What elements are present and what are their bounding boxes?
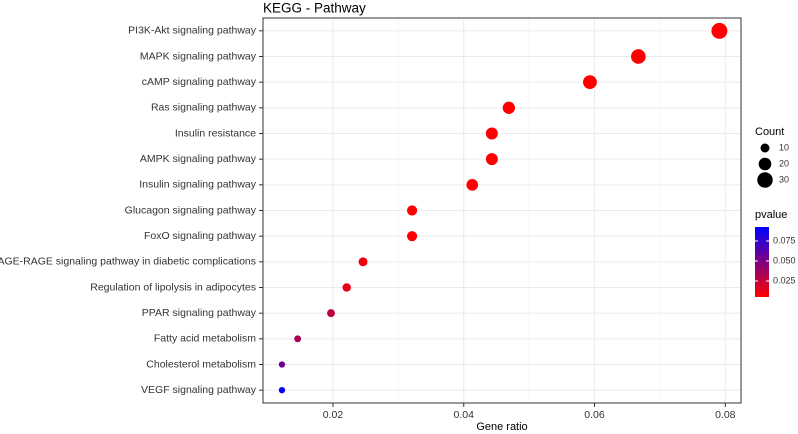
- y-tick-label: AGE-RAGE signaling pathway in diabetic c…: [0, 256, 256, 268]
- dot: [711, 22, 728, 39]
- y-tick-label: MAPK signaling pathway: [140, 50, 257, 62]
- color-legend-label: 0.075: [773, 235, 796, 245]
- size-legend-label: 10: [779, 142, 789, 152]
- y-tick-label: cAMP signaling pathway: [142, 76, 257, 88]
- y-tick-label: PPAR signaling pathway: [142, 307, 257, 319]
- y-tick-label: Insulin signaling pathway: [139, 179, 256, 191]
- y-tick-label: Insulin resistance: [175, 127, 256, 139]
- dot: [327, 309, 335, 318]
- x-tick-label: 0.02: [323, 409, 344, 421]
- dot: [278, 361, 286, 368]
- color-legend-label: 0.050: [773, 255, 796, 265]
- dot: [294, 335, 302, 343]
- size-legend-label: 30: [779, 174, 789, 184]
- dot: [485, 153, 498, 166]
- color-legend-title: pvalue: [755, 209, 787, 221]
- y-tick-label: Ras signaling pathway: [151, 102, 257, 114]
- size-legend-dot: [757, 172, 773, 188]
- dot: [407, 205, 418, 216]
- chart-title: KEGG - Pathway: [263, 1, 366, 16]
- plot-border: [262, 17, 742, 404]
- y-tick-label: AMPK signaling pathway: [140, 153, 257, 165]
- y-tick-label: Glucagon signaling pathway: [125, 204, 257, 216]
- y-tick-label: PI3K-Akt signaling pathway: [128, 25, 257, 37]
- y-tick-label: Cholesterol metabolism: [146, 358, 256, 370]
- x-axis-label: Gene ratio: [476, 421, 527, 433]
- size-legend-dot: [760, 143, 770, 153]
- y-tick-label: VEGF signaling pathway: [141, 384, 257, 396]
- size-legend-title: Count: [755, 126, 784, 138]
- size-legend-label: 20: [779, 158, 789, 168]
- y-tick-label: Fatty acid metabolism: [154, 333, 256, 345]
- dot: [631, 49, 646, 64]
- dot: [278, 387, 286, 394]
- dot: [466, 179, 479, 191]
- dot: [358, 257, 368, 267]
- y-tick-label: Regulation of lipolysis in adipocytes: [90, 281, 256, 293]
- color-bar: [755, 227, 769, 297]
- dot: [485, 127, 498, 140]
- x-tick-label: 0.04: [454, 409, 475, 421]
- x-tick-label: 0.08: [715, 409, 736, 421]
- color-legend-label: 0.025: [773, 275, 796, 285]
- dot: [583, 75, 597, 90]
- size-legend-dot: [758, 157, 772, 171]
- dot: [502, 101, 516, 114]
- x-tick-label: 0.06: [584, 409, 605, 421]
- dot: [407, 231, 418, 242]
- dot: [342, 283, 351, 292]
- y-tick-label: FoxO signaling pathway: [144, 230, 257, 242]
